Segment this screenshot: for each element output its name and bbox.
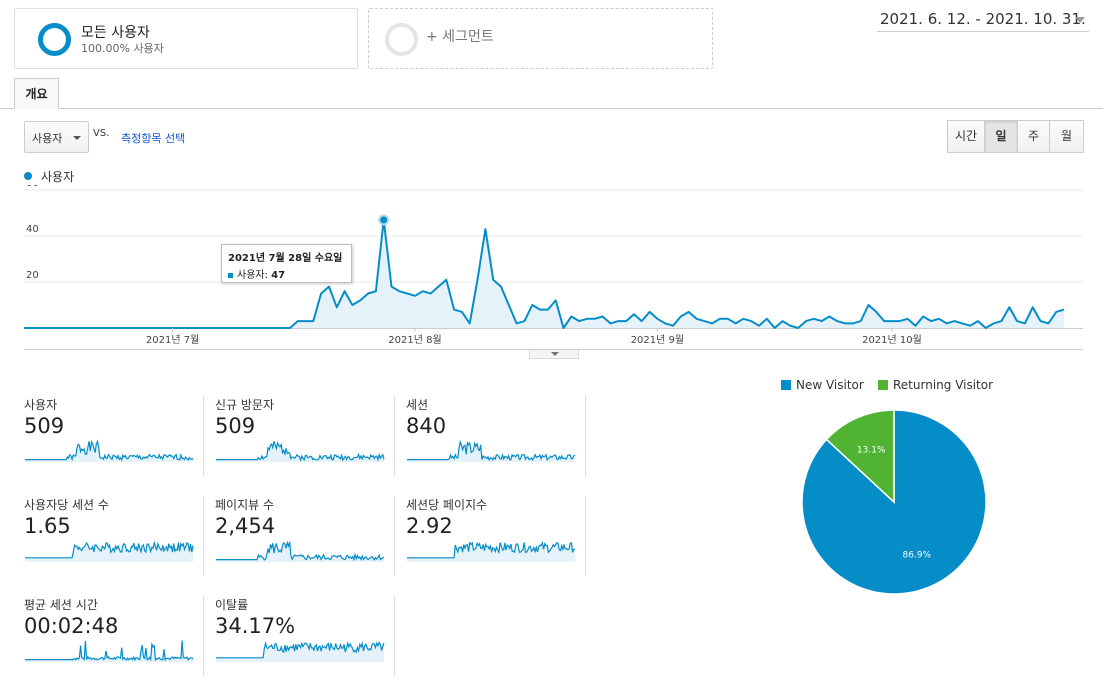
metric-select-label: 사용자 xyxy=(32,132,63,145)
sparkline-area xyxy=(216,642,384,662)
pie-slice-label: 13.1% xyxy=(857,446,886,456)
pie-legend-new: New Visitor xyxy=(781,378,864,392)
sparkline-area xyxy=(407,542,575,562)
add-segment-label: + 세그먼트 xyxy=(426,29,494,45)
scorecard-avg-session-duration[interactable]: 평균 세션 시간 00:02:48 xyxy=(24,596,204,676)
sparkline-area xyxy=(25,542,193,562)
sparkline-line xyxy=(25,640,194,662)
x-tick-label: 2021년 9월 xyxy=(631,334,684,346)
scorecard-label: 페이지뷰 수 xyxy=(215,498,275,512)
users-over-time-chart: 20 40 60 2021년 7월 2021년 8월 2021년 9월 2021년 10월 xyxy=(24,185,1083,350)
segment-all-users[interactable]: 모든 사용자 100.00% 사용자 xyxy=(14,8,358,69)
sparkline-line xyxy=(216,640,385,659)
scorecard-value: 509 xyxy=(215,414,256,438)
pie-slice-label: 86.9% xyxy=(903,550,932,560)
granularity-week-button[interactable]: 주 xyxy=(1017,120,1050,153)
sparkline xyxy=(25,540,194,562)
scorecard-label: 세션 xyxy=(406,398,429,412)
scorecard-pages-per-session[interactable]: 세션당 페이지수 2.92 xyxy=(406,496,586,576)
scorecard-pageviews[interactable]: 페이지뷰 수 2,454 xyxy=(215,496,395,576)
chart-expand-toggle[interactable] xyxy=(529,350,579,359)
tab-overview[interactable]: 개요 xyxy=(14,78,59,109)
scorecard-value: 509 xyxy=(24,414,65,438)
scorecard-value: 2,454 xyxy=(215,514,276,538)
sparkline-line xyxy=(407,540,575,559)
pie-legend-swatch xyxy=(781,380,791,390)
segment-subtitle: 100.00% 사용자 xyxy=(81,42,164,55)
scorecard-value: 34.17% xyxy=(215,614,296,638)
tooltip-series-swatch xyxy=(228,272,233,278)
pie-legend-label: Returning Visitor xyxy=(893,378,994,392)
tooltip-value-row: 사용자: 47 xyxy=(228,266,345,281)
scorecard-value: 1.65 xyxy=(24,514,71,538)
vs-label: VS. xyxy=(93,128,110,139)
sparkline xyxy=(25,640,194,662)
sparkline xyxy=(407,540,575,562)
pie-legend-label: New Visitor xyxy=(796,378,864,392)
segment-title: 모든 사용자 xyxy=(81,25,150,41)
pie-slice xyxy=(825,409,895,504)
scorecard-label: 사용자 xyxy=(24,398,58,412)
tab-bar-divider xyxy=(0,108,1103,109)
tooltip-series-label: 사용자 xyxy=(237,270,265,281)
scorecard-label: 평균 세션 시간 xyxy=(24,598,98,612)
x-tick-label: 2021년 10월 xyxy=(862,334,922,346)
series-legend-dot-icon xyxy=(24,172,32,180)
dropdown-arrow-icon xyxy=(73,136,81,140)
tooltip-value: 47 xyxy=(271,270,286,281)
scorecard-sessions[interactable]: 세션 840 xyxy=(406,396,586,476)
sparkline xyxy=(25,439,194,462)
sparkline xyxy=(407,439,576,462)
sparkline xyxy=(216,640,385,662)
scorecard-value: 2.92 xyxy=(406,514,453,538)
date-range-picker[interactable]: 2021. 6. 12. - 2021. 10. 31. xyxy=(877,8,1089,32)
scorecard-label: 사용자당 세션 수 xyxy=(24,498,109,512)
y-tick-label: 20 xyxy=(26,270,39,281)
pie-legend-swatch xyxy=(878,380,888,390)
scorecard-new-visitors[interactable]: 신규 방문자 509 xyxy=(215,396,395,476)
scorecard-label: 신규 방문자 xyxy=(215,398,275,412)
granularity-month-button[interactable]: 월 xyxy=(1049,120,1084,153)
sparkline-line xyxy=(25,439,194,462)
sparkline xyxy=(216,540,385,562)
metric-select[interactable]: 사용자 xyxy=(24,121,89,153)
y-tick-label: 40 xyxy=(26,224,39,235)
y-tick-label: 60 xyxy=(26,185,39,189)
add-segment-button[interactable]: + 세그먼트 xyxy=(368,8,713,69)
scorecard-users[interactable]: 사용자 509 xyxy=(24,396,204,476)
scorecard-bounce-rate[interactable]: 이탈률 34.17% xyxy=(215,596,395,676)
date-range-text: 2021. 6. 12. - 2021. 10. 31. xyxy=(880,10,1086,28)
chevron-down-icon xyxy=(1075,17,1085,23)
chart-tooltip: 2021년 7월 28일 수요일 사용자: 47 xyxy=(221,244,352,283)
series-legend-label: 사용자 xyxy=(41,170,75,184)
sparkline-line xyxy=(407,439,576,462)
granularity-day-button[interactable]: 일 xyxy=(984,120,1018,153)
sparkline-line xyxy=(216,441,385,462)
sparkline-area xyxy=(25,441,193,462)
tooltip-date: 2021년 7월 28일 수요일 xyxy=(228,253,343,264)
sparkline-line xyxy=(25,540,194,559)
scorecard-label: 세션당 페이지수 xyxy=(406,498,488,512)
scorecard-sessions-per-user[interactable]: 사용자당 세션 수 1.65 xyxy=(24,496,204,576)
sparkline-area xyxy=(216,541,384,562)
select-metric-link[interactable]: 측정항목 선택 xyxy=(121,132,186,145)
highlighted-point xyxy=(378,214,390,226)
scorecard-value: 840 xyxy=(406,414,447,438)
scorecard-value: 00:02:48 xyxy=(24,614,119,638)
empty-segment-ring-icon xyxy=(385,23,418,56)
granularity-hour-button[interactable]: 시간 xyxy=(947,120,985,153)
users-line xyxy=(24,218,1065,329)
sparkline-line xyxy=(216,540,385,562)
x-tick-label: 2021년 8월 xyxy=(388,334,441,346)
segment-ring-icon xyxy=(38,23,71,56)
x-tick-label: 2021년 7월 xyxy=(146,334,199,346)
scorecard-label: 이탈률 xyxy=(215,598,249,612)
sparkline xyxy=(216,441,385,462)
visitor-type-pie-chart: 86.9% 13.1% xyxy=(801,409,987,595)
pie-legend-returning: Returning Visitor xyxy=(878,378,993,392)
